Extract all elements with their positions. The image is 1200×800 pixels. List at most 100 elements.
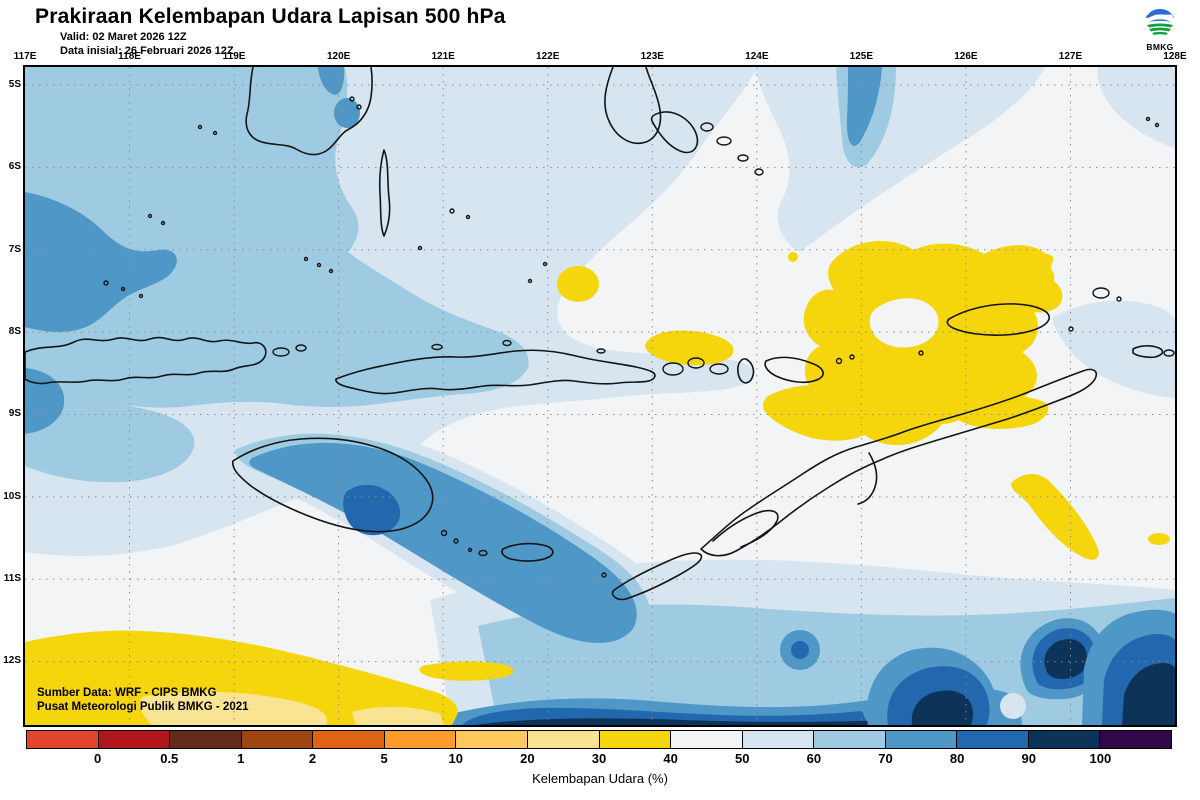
- y-tick-label: 12S: [3, 655, 21, 667]
- blob-70-80-top: [334, 98, 360, 128]
- islet: [328, 268, 334, 274]
- yellow-oval: [645, 330, 734, 366]
- coastline-wetar: [946, 303, 1050, 336]
- y-tick-label: 5S: [8, 79, 21, 90]
- islet: [160, 220, 166, 226]
- islet-lembata: [687, 357, 705, 369]
- gridlines-layer: [25, 67, 1175, 725]
- colorbar-segment-2: [170, 731, 242, 748]
- islet: [502, 339, 512, 347]
- yellow-main-mass: [803, 240, 1063, 446]
- islet: [1145, 116, 1151, 122]
- band-50-60-righty: [1052, 300, 1175, 398]
- x-tick-label: 119E: [222, 51, 246, 62]
- islet: [212, 130, 218, 136]
- islet: [596, 348, 606, 354]
- blob-70-80-leftedge: [25, 192, 177, 333]
- colorbar-tick-label: 0.5: [160, 751, 179, 766]
- yellow-bottomleft: [25, 630, 458, 725]
- coastline-sumbawa: [25, 336, 267, 385]
- coastline-selayar: [378, 149, 391, 237]
- colorbar-segment-1: [98, 731, 171, 748]
- bmkg-logo-icon: [1144, 3, 1176, 35]
- coastline-leti: [1132, 345, 1164, 359]
- yellow-spot-1: [557, 266, 599, 302]
- coastline-muna: [650, 111, 699, 154]
- colorbar-segment-9: [671, 731, 743, 748]
- islet-wakatobi: [754, 168, 764, 176]
- colorbar-caption: Kelembapan Udara (%): [532, 771, 668, 786]
- paleyellow-patch1: [139, 691, 328, 725]
- x-tick-label: 118E: [118, 51, 141, 62]
- islet: [1068, 326, 1074, 332]
- colorbar-segment-6: [456, 731, 528, 748]
- bmkg-logo: BMKG: [1138, 2, 1182, 52]
- coastline-sawu: [501, 542, 554, 562]
- colorbar-segment-3: [241, 731, 314, 748]
- yellow-thin-streak: [419, 661, 514, 681]
- streak-70-80-top1: [318, 67, 345, 95]
- y-tick-9S: 9S: [0, 408, 21, 419]
- humidity-colorbar: [26, 730, 1172, 749]
- x-tick-label: 121E: [431, 51, 455, 62]
- y-tick-5S: 5S: [0, 79, 21, 90]
- colorbar-segment-15: [1100, 731, 1171, 748]
- yellow-arm-sw: [763, 385, 879, 441]
- colorbar-tick-label: 1: [237, 751, 245, 766]
- colorbar-tick-label: 10: [448, 751, 463, 766]
- y-tick-label: 11S: [3, 573, 21, 585]
- paleyellow-patch2: [352, 706, 444, 725]
- colorbar-segment-13: [957, 731, 1029, 748]
- colorbar-tick-label: 50: [735, 751, 750, 766]
- islet-wakatobi: [737, 154, 749, 162]
- islet-adonara: [662, 362, 684, 376]
- islet: [849, 354, 855, 360]
- islet: [303, 256, 309, 262]
- page-title: Prakiraan Kelembapan Udara Lapisan 500 h…: [35, 5, 506, 28]
- islet: [449, 208, 455, 214]
- yellow-arm-ne2: [1028, 253, 1054, 269]
- colorbar-segment-14: [1028, 731, 1101, 748]
- colorbar-tick-label: 0: [94, 751, 102, 766]
- colorbar-tick-label: 60: [806, 751, 822, 766]
- blob-70-80-leftedge2: [25, 368, 65, 434]
- colorbar-tick-label: 2: [308, 751, 317, 766]
- coastline-flores: [335, 349, 656, 395]
- y-tick-label: 10S: [3, 490, 21, 502]
- colorbar-segment-8: [599, 731, 672, 748]
- islet: [147, 213, 153, 219]
- timor-internal-border: [857, 452, 878, 505]
- x-tick-label: 124E: [745, 51, 769, 62]
- colorbar-tick-label: 40: [663, 751, 678, 766]
- coastline-sumba: [231, 437, 434, 533]
- islet: [197, 124, 203, 130]
- y-tick-8S: 8S: [0, 326, 21, 337]
- publisher-credit: Pusat Meteorologi Publik BMKG - 2021: [37, 701, 249, 713]
- x-tick-label: 128E: [1163, 51, 1187, 62]
- islet-romang: [1092, 287, 1110, 299]
- colorbar-tick-label: 80: [949, 751, 965, 766]
- yellow-spot-right: [1148, 533, 1170, 545]
- x-tick-label: 117E: [13, 51, 37, 62]
- islet: [417, 245, 423, 251]
- fill-layer: [25, 67, 1175, 725]
- x-tick-label: 125E: [849, 51, 874, 62]
- initial-time-label: Data inisial: 26 Februari 2026 12Z: [60, 45, 234, 57]
- colorbar-tick-label: 5: [380, 751, 388, 766]
- y-tick-label: 8S: [8, 326, 21, 338]
- y-tick-10S: 10S: [0, 491, 21, 502]
- islet: [478, 549, 488, 557]
- islet: [601, 572, 607, 578]
- colorbar-tick-label: 20: [520, 751, 535, 766]
- coastlines-layer: [25, 67, 1175, 601]
- yellow-dot: [788, 252, 798, 262]
- timor-inner-coast: [712, 509, 779, 548]
- y-tick-label: 9S: [8, 408, 21, 420]
- yellow-streak-timor: [951, 395, 1049, 430]
- colorbar-segment-5: [384, 731, 457, 748]
- colorbar-segment-4: [313, 731, 385, 748]
- x-tick-label: 122E: [536, 51, 560, 62]
- x-tick-label: 123E: [640, 51, 664, 62]
- islet: [1154, 122, 1160, 128]
- colorbar-tick-label: 30: [591, 751, 607, 766]
